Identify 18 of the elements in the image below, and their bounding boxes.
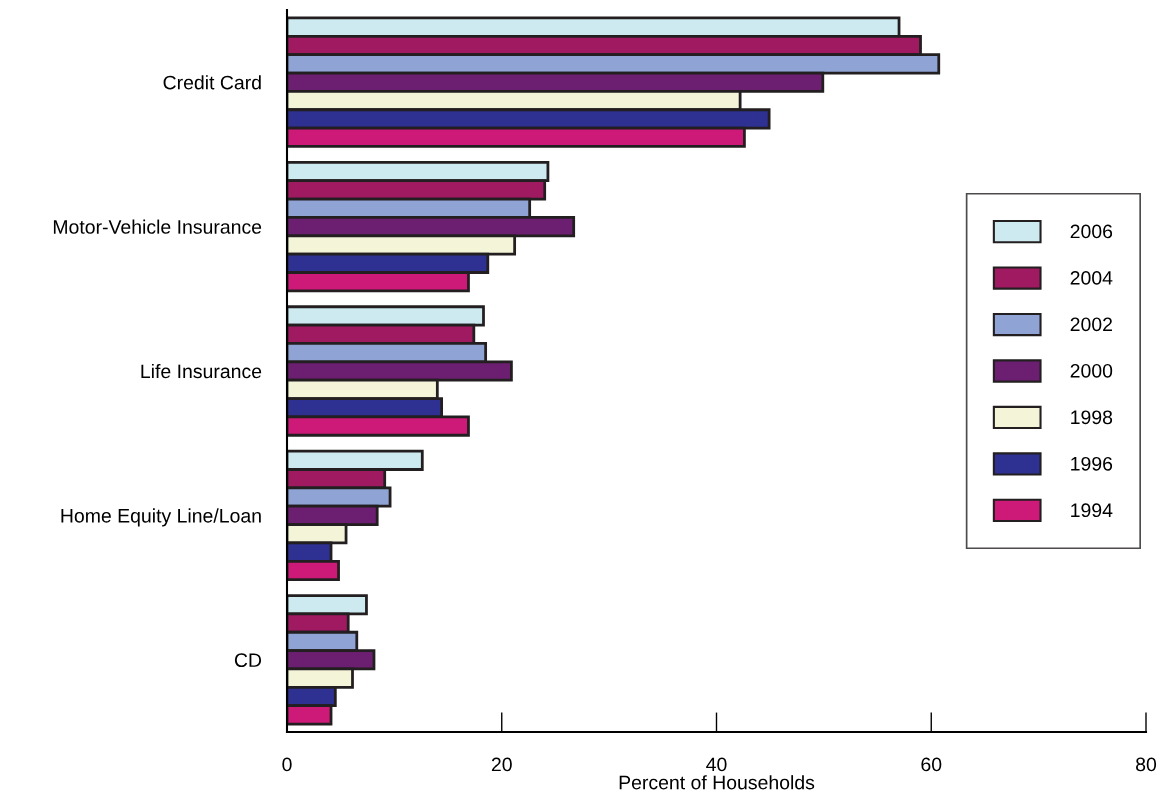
x-tick-label: 60 [921,757,942,772]
legend-label: 2004 [1070,270,1113,285]
y-tick-label: Motor-Vehicle Insurance [53,219,262,234]
y-tick-label: Life Insurance [141,363,262,379]
legend-label: 1998 [1071,410,1113,425]
x-axis-title: Percent of Households [619,775,815,790]
y-tick-label: Credit Card [163,75,261,90]
x-tick-label: 80 [1136,757,1157,772]
legend-label: 2000 [1070,363,1113,378]
y-tick-label: CD [234,653,262,668]
legend-label: 1994 [1071,503,1113,518]
x-tick-label: 20 [491,757,512,772]
legend-label: 1996 [1071,456,1113,471]
x-tick-label: 0 [282,757,292,772]
y-tick-label: Home Equity Line/Loan [61,508,261,527]
legend-label: 2006 [1070,224,1113,239]
legend-label: 2002 [1070,317,1112,332]
x-tick-label: 40 [706,757,727,772]
